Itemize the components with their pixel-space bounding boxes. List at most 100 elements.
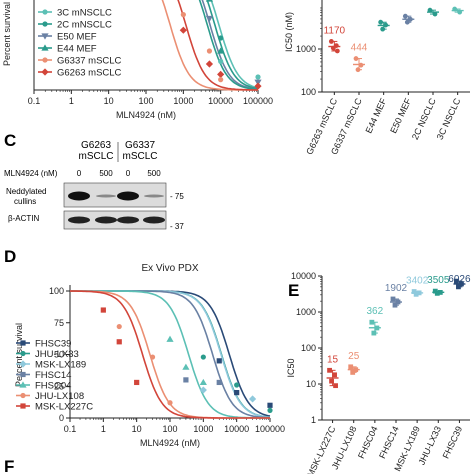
blot-marker-75: - 75 — [170, 192, 184, 201]
legend-entry: FHSC39 — [35, 339, 71, 350]
data-point — [332, 372, 337, 378]
blot-band — [68, 216, 90, 224]
data-label: 3505 — [427, 275, 450, 286]
data-point — [206, 48, 213, 54]
x-tick-label: 10000 — [224, 424, 249, 434]
x-tick-label: 0.1 — [28, 96, 41, 106]
data-label: 25 — [348, 351, 360, 362]
blot-band — [144, 194, 164, 198]
panel-label-f: F — [4, 457, 14, 474]
legend-marker — [42, 57, 48, 63]
x-tick-label: 10000 — [208, 96, 233, 106]
data-point — [199, 378, 207, 386]
legend-entry: MSK-LX227C — [35, 402, 93, 413]
data-point — [179, 26, 187, 34]
data-label: 1902 — [385, 283, 408, 294]
legend-marker — [41, 44, 49, 51]
series-line — [206, 0, 259, 90]
legend-marker — [20, 403, 26, 409]
series-line — [70, 290, 271, 418]
data-point — [218, 58, 224, 64]
data-label: 1170 — [324, 25, 346, 36]
data-point — [205, 0, 214, 2]
data-point — [100, 307, 106, 313]
data-point — [167, 400, 173, 406]
data-point — [205, 60, 214, 68]
category-label: FHSC39 — [441, 425, 465, 461]
blot-lane-label-2b: mSCLC — [122, 151, 157, 162]
series-line — [70, 290, 271, 417]
y-axis-label: IC50 — [286, 358, 296, 377]
data-point — [255, 74, 261, 80]
data-point — [149, 354, 156, 360]
panel-c: C G6263 mSCLC G6337 mSCLC MLN4924 (nM) 0… — [4, 131, 184, 231]
x-tick-label: 100 — [138, 96, 153, 106]
series-line — [210, 0, 259, 89]
y-tick-label: 0 — [59, 413, 64, 423]
legend-entry: MSK-LX189 — [35, 360, 86, 371]
data-label: 15 — [327, 354, 339, 365]
data-point — [216, 379, 222, 386]
legend-marker — [41, 33, 49, 40]
x-tick-label: 1000 — [173, 96, 193, 106]
data-point — [200, 354, 206, 360]
legend-marker — [20, 340, 26, 346]
y-tick-label: 100 — [301, 343, 316, 353]
data-point — [116, 339, 122, 345]
data-label: 6026 — [448, 274, 471, 285]
data-point — [217, 47, 225, 54]
x-tick-label: 10 — [104, 96, 114, 106]
data-point — [166, 335, 174, 342]
y-axis-label: IC50 (nM) — [284, 12, 294, 52]
legend-entry: JHU-LX108 — [35, 391, 84, 402]
blot-treatment-label: MLN4924 (nM) — [4, 169, 58, 178]
chart-title: Ex Vivo PDX — [141, 263, 198, 274]
panel-label-e: E — [288, 281, 299, 300]
data-point — [183, 377, 189, 383]
y-tick-label: 1 — [311, 415, 316, 425]
series-line — [70, 290, 271, 418]
chart-panel-a: 0.1 1 10 100 1000 10000 100000 MLN4924 (nM) Perc… — [2, 0, 273, 120]
data-point — [116, 323, 122, 330]
blot-dose-1: 0 — [77, 169, 82, 178]
y-tick-label: 1000 — [296, 44, 316, 54]
x-tick-label: 1 — [69, 96, 74, 106]
y-tick-label: 100 — [49, 286, 64, 296]
series-line — [70, 290, 271, 419]
legend-marker — [20, 350, 26, 357]
data-point — [217, 70, 225, 78]
blot-row2-label: β-ACTIN — [8, 214, 39, 223]
data-point — [234, 382, 240, 388]
x-tick-label: 100 — [162, 424, 177, 434]
x-axis-label: MLN4924 (nM) — [140, 438, 200, 448]
x-tick-label: 10 — [132, 424, 142, 434]
blot-row1-label-b: cullins — [14, 197, 36, 206]
legend-entry: JHU-LX33 — [35, 349, 79, 360]
blot-marker-37: - 37 — [170, 222, 184, 231]
series-line — [161, 0, 258, 91]
data-point — [180, 12, 186, 18]
data-point — [216, 358, 222, 364]
series-line — [201, 0, 259, 90]
series-line — [177, 0, 258, 91]
legend-marker — [42, 9, 48, 15]
x-tick-label: 100000 — [243, 96, 273, 106]
chart-panel-e: 110100100010000IC50MSK-LX227C15JHU-LX108… — [286, 271, 471, 474]
blot-lane-label-2: G6337 — [125, 140, 155, 151]
data-point — [267, 402, 273, 408]
legend-entry: E50 MEF — [57, 32, 97, 43]
data-label: 444 — [351, 43, 368, 54]
blot-lane-label-1: G6263 — [81, 140, 111, 151]
y-tick-label: 75 — [54, 318, 64, 328]
blot-row1-label: Neddylated — [6, 187, 46, 196]
legend-entry: G6337 mSCLC — [57, 56, 122, 67]
legend-marker — [20, 371, 26, 378]
data-point — [254, 82, 262, 90]
series-line — [198, 0, 259, 91]
chart-panel-d: 0.1 1 10 100 1000 10000 100000 0 25 50 75 100 MLN492… — [14, 263, 285, 448]
y-tick-label: 25 — [54, 381, 64, 391]
series-line — [70, 290, 270, 419]
legend-entry: 3C mNSCLC — [57, 8, 112, 19]
